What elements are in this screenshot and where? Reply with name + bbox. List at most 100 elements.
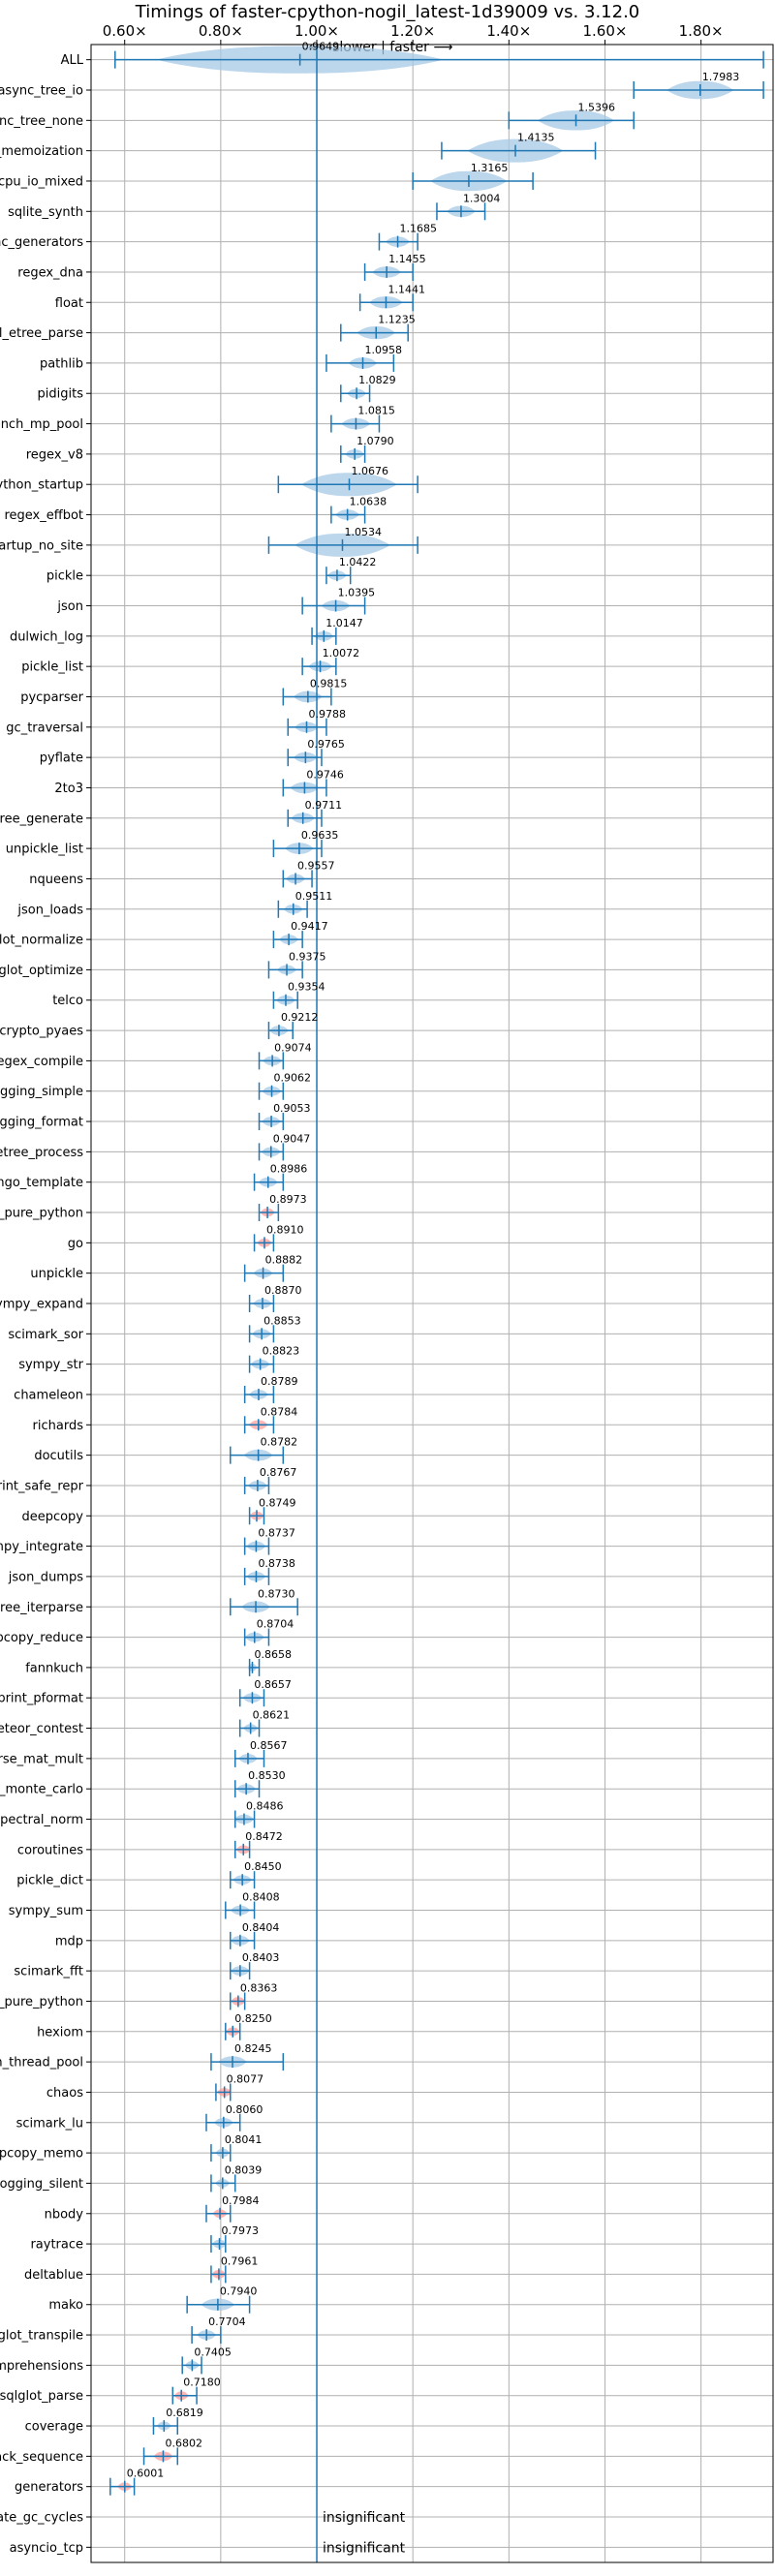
y-tick-label-async-tree-cpu-io-mixed: async_tree_cpu_io_mixed — [0, 174, 83, 189]
y-tick-label-float: float — [55, 296, 83, 311]
y-tick-label-sympy-sum: sympy_sum — [9, 1904, 83, 1918]
value-label-unpack-sequence: 0.6802 — [165, 2437, 202, 2449]
marks — [109, 45, 764, 2562]
y-tick-label-sqlglot-normalize: sqlglot_normalize — [0, 934, 83, 948]
y-tick-label-scimark-sparse-mat-mult: scimark_sparse_mat_mult — [0, 1752, 83, 1766]
value-label-sqlglot-optimize: 0.9375 — [289, 950, 326, 963]
value-label-deepcopy-memo: 0.8041 — [225, 2133, 263, 2146]
value-label-scimark-sor: 0.8853 — [264, 1314, 301, 1327]
y-tick-label-coverage: coverage — [25, 2420, 83, 2435]
y-tick-label-pyflate: pyflate — [40, 751, 83, 766]
value-label-coroutines: 0.8472 — [245, 1830, 282, 1843]
value-label-logging-format: 0.9053 — [273, 1102, 311, 1115]
value-label-sqlglot-transpile: 0.7704 — [208, 2315, 246, 2328]
y-tick-label-asyncio-tcp: asyncio_tcp — [10, 2541, 83, 2556]
value-label-bench-mp-pool: 1.0815 — [357, 405, 395, 417]
y-tick-label-spectral-norm: spectral_norm — [0, 1813, 83, 1827]
y-tick-label-unpickle-list: unpickle_list — [6, 843, 83, 857]
x-tick-label: 1.20× — [390, 22, 435, 40]
value-label-pickle-pure-python: 0.8973 — [269, 1193, 307, 1206]
y-tick-label-sqlglot-optimize: sqlglot_optimize — [0, 964, 83, 978]
value-label-unpickle-list: 0.9635 — [301, 829, 339, 842]
value-label-raytrace: 0.7973 — [222, 2224, 260, 2237]
y-tick-label-pprint-safe-repr: pprint_safe_repr — [0, 1479, 84, 1493]
y-tick-label-generators: generators — [15, 2480, 83, 2495]
y-tick-label-logging-simple: logging_simple — [0, 1085, 83, 1099]
y-tick-label-scimark-lu: scimark_lu — [16, 2116, 83, 2131]
value-label-scimark-monte-carlo: 0.8530 — [248, 1769, 286, 1782]
value-label-sqlglot-normalize: 0.9417 — [291, 920, 328, 933]
value-label-pathlib: 1.0958 — [365, 344, 403, 356]
y-tick-label-pprint-pformat: pprint_pformat — [0, 1692, 83, 1706]
value-label-sympy-integrate: 0.8737 — [258, 1527, 295, 1540]
y-tick-label-bench-thread-pool: bench_thread_pool — [0, 2056, 83, 2070]
y-tick-label-mdp: mdp — [55, 1934, 83, 1948]
y-tick-label-xml-etree-process: xml_etree_process — [0, 1146, 83, 1160]
y-tick-label-meteor-contest: meteor_contest — [0, 1722, 83, 1736]
value-label-scimark-sparse-mat-mult: 0.8567 — [250, 1739, 288, 1752]
value-label-regex-dna: 1.1455 — [388, 253, 426, 265]
y-tick-label-crypto-pyaes: crypto_pyaes — [0, 1025, 83, 1039]
y-tick-label-async-tree-io: async_tree_io — [0, 83, 83, 98]
value-label-coverage: 0.6819 — [166, 2407, 203, 2419]
value-label-go: 0.8910 — [266, 1223, 304, 1236]
y-tick-label-sympy-str: sympy_str — [18, 1358, 83, 1372]
value-label-scimark-lu: 0.8060 — [226, 2103, 264, 2116]
y-tick-label-deepcopy-reduce: deepcopy_reduce — [0, 1631, 83, 1645]
value-label-async-tree-cpu-io-mixed: 1.3165 — [471, 162, 509, 174]
value-label-unpickle-pure-python: 0.8363 — [240, 1981, 278, 1994]
plot-frame — [90, 44, 774, 2563]
value-label-deltablue: 0.7961 — [221, 2254, 259, 2267]
y-tick-label-fannkuch: fannkuch — [25, 1661, 83, 1675]
value-label-mdp: 0.8404 — [242, 1921, 280, 1934]
value-label-sympy-sum: 0.8408 — [242, 1891, 280, 1904]
y-tick-label-mako: mako — [48, 2298, 83, 2313]
x-tick-label: 1.60× — [582, 22, 627, 40]
x-tick-label: 1.40× — [486, 22, 531, 40]
y-tick-label-richards: richards — [33, 1419, 84, 1433]
value-label-telco: 0.9354 — [288, 981, 326, 994]
y-tick-label-docutils: docutils — [34, 1449, 83, 1463]
y-tick-label-pickle-list: pickle_list — [21, 660, 83, 675]
y-tick-label-sqlglot-parse: sqlglot_parse — [0, 2389, 83, 2404]
x-tick-label: 1.80× — [679, 22, 724, 40]
y-tick-label-async-tree-none: async_tree_none — [0, 114, 83, 129]
value-label-regex-effbot: 1.0638 — [350, 496, 388, 508]
value-label-nbody: 0.7984 — [222, 2194, 260, 2207]
value-label-xml-etree-process: 0.9047 — [273, 1132, 311, 1145]
value-label-dulwich-log: 1.0147 — [326, 617, 363, 629]
grid — [86, 40, 773, 2562]
y-tick-label-deltablue: deltablue — [24, 2268, 83, 2283]
y-tick-label-chameleon: chameleon — [14, 1388, 83, 1402]
value-label-regex-compile: 0.9074 — [274, 1041, 312, 1054]
value-label-pprint-safe-repr: 0.8767 — [260, 1466, 297, 1479]
value-label-logging-silent: 0.8039 — [225, 2163, 262, 2176]
value-label-json-loads: 0.9511 — [295, 890, 333, 903]
value-label-nqueens: 0.9557 — [297, 859, 335, 872]
y-tick-label-logging-format: logging_format — [0, 1116, 83, 1130]
y-tick-label-bench-mp-pool: bench_mp_pool — [0, 417, 83, 432]
value-label-xml-etree-iterparse: 0.8730 — [258, 1587, 295, 1600]
y-tick-label-async-generators: async_generators — [0, 235, 83, 250]
y-tick-label-python-startup: python_startup — [0, 478, 83, 493]
chart-title: Timings of faster-cpython-nogil_latest-1… — [135, 2, 640, 22]
labels: 0.60× 0.80× 1.00× 1.20× 1.40× 1.60× 1.80× ALL 0.… — [0, 22, 739, 2556]
y-tick-label-comprehensions: comprehensions — [0, 2359, 83, 2374]
y-tick-label-json-loads: json_loads — [16, 903, 83, 917]
value-label-pprint-pformat: 0.8657 — [254, 1678, 292, 1691]
y-tick-label-deepcopy-memo: deepcopy_memo — [0, 2147, 83, 2162]
value-label-generators: 0.6001 — [127, 2468, 165, 2480]
y-tick-label-xml-etree-parse: xml_etree_parse — [0, 326, 83, 341]
value-label-comprehensions: 0.7405 — [194, 2346, 232, 2358]
y-tick-label-coroutines: coroutines — [17, 1843, 83, 1857]
value-label-richards: 0.8784 — [261, 1405, 298, 1418]
y-tick-label-pickle-pure-python: pickle_pure_python — [0, 1207, 83, 1221]
y-tick-label-sqlite-synth: sqlite_synth — [8, 205, 83, 220]
y-tick-label-gc-traversal: gc_traversal — [6, 721, 83, 735]
y-tick-label-json-dumps: json_dumps — [8, 1570, 83, 1584]
value-label-all: 0.9649 — [302, 41, 340, 53]
insignificant-label-create-gc-cycles: insignificant — [323, 2510, 406, 2526]
y-tick-label-regex-compile: regex_compile — [0, 1055, 83, 1069]
value-label-pycparser: 0.9815 — [310, 677, 348, 690]
